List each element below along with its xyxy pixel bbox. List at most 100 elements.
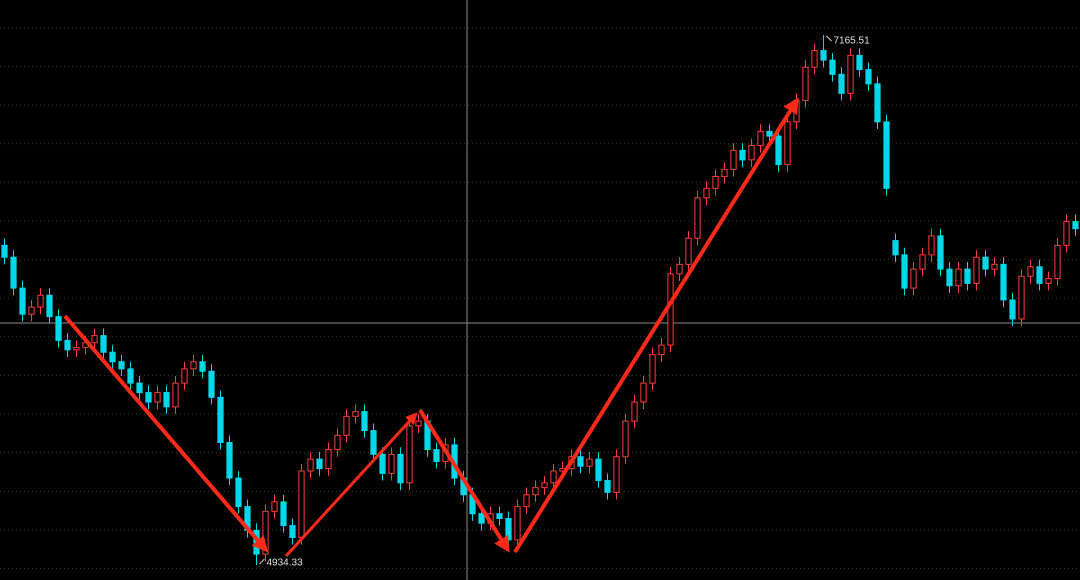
candle-body <box>163 392 170 408</box>
trend-arrow <box>284 412 418 558</box>
candle-body <box>784 121 791 166</box>
candle-body <box>217 396 224 443</box>
candle-body <box>1000 263 1007 301</box>
candle-body <box>478 513 485 524</box>
candle-body <box>298 470 305 538</box>
candle-body <box>550 470 557 484</box>
candle-body <box>190 361 197 370</box>
candle-body <box>379 453 386 474</box>
candle-body <box>982 256 989 270</box>
candle-body <box>199 361 206 372</box>
candle-body <box>892 240 899 256</box>
candle-body <box>649 354 656 384</box>
candle-body <box>280 501 287 527</box>
candle-body <box>748 145 755 161</box>
candle-body <box>226 441 233 479</box>
candle-body <box>730 149 737 170</box>
candle-body <box>595 458 602 481</box>
candle-body <box>127 368 134 384</box>
candle-body <box>19 287 26 315</box>
candle-body <box>676 263 683 275</box>
candle-body <box>829 59 836 75</box>
candle-body <box>991 263 998 270</box>
candle-body <box>838 73 845 94</box>
trend-arrow <box>418 408 510 553</box>
candle-body <box>1 244 8 258</box>
candle-body <box>388 453 395 474</box>
candle-body <box>514 506 521 541</box>
candle-body <box>955 268 962 287</box>
candle-body <box>289 525 296 538</box>
candle-body <box>172 382 179 408</box>
candle-body <box>937 235 944 270</box>
candle-body <box>667 273 674 346</box>
candle-body <box>343 415 350 436</box>
candle-body <box>865 69 872 85</box>
candle-body <box>64 339 71 351</box>
candle-body <box>136 382 143 394</box>
candle-body <box>532 487 539 496</box>
candle-body <box>316 458 323 470</box>
candle-body <box>631 401 638 422</box>
candle-body <box>757 130 764 147</box>
candle-body <box>847 54 854 94</box>
candle-body <box>586 458 593 467</box>
candle-body <box>685 237 692 265</box>
candle-body <box>1063 221 1070 246</box>
candle-body <box>541 482 548 489</box>
candle-body <box>1054 244 1061 280</box>
candle-body <box>37 294 44 308</box>
candle-body <box>10 256 17 289</box>
trend-arrow <box>63 314 269 553</box>
candle-body <box>703 187 710 199</box>
candle-body <box>712 175 719 189</box>
candle-body <box>622 420 629 458</box>
candle-body <box>1018 275 1025 320</box>
candle-body <box>901 254 908 289</box>
candle-body <box>658 344 665 356</box>
candle-body <box>352 411 359 417</box>
candle-body <box>100 335 107 353</box>
candle-body <box>118 361 125 370</box>
candle-body <box>694 197 701 239</box>
candle-body <box>973 256 980 284</box>
candle-body <box>325 449 332 470</box>
candle-body <box>964 268 971 284</box>
label-pointer <box>826 35 832 42</box>
candle-body <box>1036 266 1043 284</box>
candle-body <box>883 121 890 189</box>
candle-body <box>46 294 53 318</box>
candle-body <box>73 346 80 351</box>
candle-body <box>415 420 422 427</box>
candle-body <box>271 501 278 512</box>
label-pointer <box>259 558 265 565</box>
max-label: 7165.51 <box>834 36 871 47</box>
candle-body <box>91 335 98 344</box>
candle-body <box>874 83 881 123</box>
candle-body <box>262 510 269 555</box>
candle-body <box>145 392 152 403</box>
candle-body <box>613 456 620 493</box>
candle-body <box>811 50 818 68</box>
candle-body <box>928 235 935 256</box>
candle-body <box>523 494 530 508</box>
candle-body <box>505 517 512 541</box>
candle-body <box>721 168 728 177</box>
candle-body <box>910 268 917 289</box>
candle-body <box>1045 278 1052 284</box>
min-label: 4934.33 <box>267 558 304 569</box>
candle-body <box>208 370 215 398</box>
candle-body <box>640 382 647 403</box>
candle-body <box>397 453 404 484</box>
candle-body <box>802 66 809 101</box>
candle-body <box>775 135 782 166</box>
candle-body <box>370 430 377 455</box>
candle-body <box>739 149 746 161</box>
candle-body <box>181 368 188 384</box>
candle-body <box>577 456 584 467</box>
candle-body <box>55 316 62 341</box>
trend-arrow <box>513 97 799 554</box>
candle-body <box>1009 299 1016 320</box>
candle-body <box>766 130 773 137</box>
